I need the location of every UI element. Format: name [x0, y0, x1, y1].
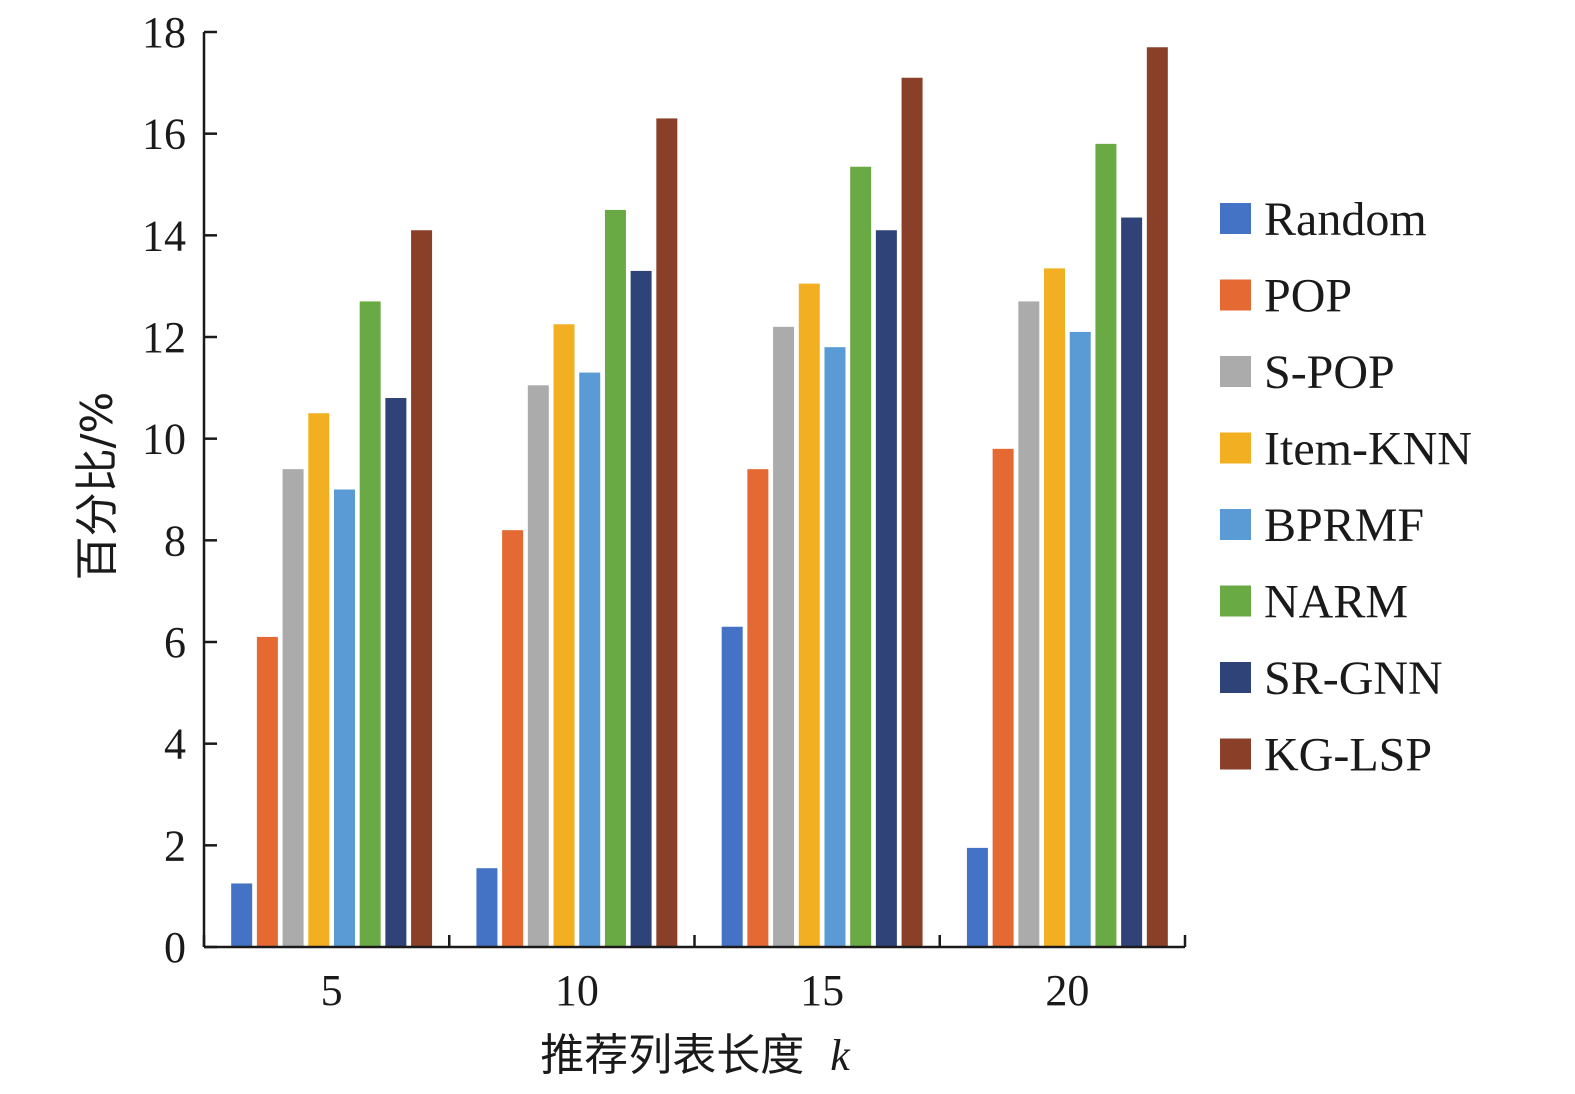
legend-swatch-sr-gnn [1220, 662, 1251, 693]
legend: Random POP S-POP Item-KNN BPRMF NARM SR-GNN KG-… [1220, 193, 1472, 782]
y-tick-label: 12 [142, 313, 186, 362]
bar-bprmf-10 [579, 372, 601, 947]
legend-swatch-kg-lsp [1220, 738, 1251, 770]
bar-pop-20 [992, 448, 1014, 947]
bar-s-pop-5 [282, 469, 304, 947]
legend-label-item-knn: Item-KNN [1264, 423, 1472, 476]
bar-pop-5 [256, 636, 278, 947]
bar-narm-15 [850, 166, 872, 948]
x-axis-title-variable: k [830, 1031, 851, 1080]
bar-bprmf-15 [824, 347, 846, 948]
x-axis-title-text: 推荐列表长度 [540, 1030, 804, 1081]
legend-swatch-narm [1220, 585, 1251, 617]
bar-narm-5 [359, 301, 381, 948]
bar-random-10 [476, 868, 498, 947]
y-tick-label: 2 [164, 821, 186, 870]
y-tick-label: 10 [142, 415, 186, 464]
legend-swatch-s-pop [1220, 356, 1251, 387]
y-tick-label: 8 [164, 516, 186, 565]
bar-random-15 [721, 626, 743, 947]
bar-kg-lsp-10 [656, 118, 678, 947]
x-axis-title: 推荐列表长度 k [540, 1030, 851, 1081]
legend-label-pop: POP [1264, 270, 1352, 323]
bar-narm-10 [604, 209, 626, 947]
legend-label-narm: NARM [1264, 576, 1408, 629]
legend-label-sr-gnn: SR-GNN [1264, 652, 1443, 705]
legend-swatch-pop [1220, 279, 1251, 311]
bar-sr-gnn-5 [385, 398, 407, 947]
legend-label-s-pop: S-POP [1264, 346, 1395, 399]
bar-s-pop-20 [1018, 301, 1040, 948]
y-tick-label: 18 [142, 8, 186, 57]
bar-item-knn-15 [798, 283, 820, 947]
bar-item-knn-10 [553, 324, 575, 948]
bar-item-knn-20 [1044, 268, 1066, 947]
y-ticks-group: 0 2 4 6 8 10 12 14 16 18 [142, 8, 217, 972]
x-ticks-group: 5 10 15 20 [202, 935, 1187, 1015]
legend-swatch-random [1220, 203, 1251, 234]
y-tick-label: 4 [164, 720, 186, 769]
y-tick-label: 14 [142, 211, 186, 260]
x-tick-label: 15 [800, 966, 844, 1015]
legend-swatch-item-knn [1220, 432, 1251, 464]
bar-sr-gnn-10 [630, 270, 652, 948]
bar-item-knn-5 [308, 413, 330, 947]
bar-kg-lsp-15 [901, 77, 923, 947]
legend-label-kg-lsp: KG-LSP [1264, 729, 1432, 782]
x-tick-label: 5 [321, 966, 343, 1015]
bar-narm-20 [1095, 143, 1117, 948]
y-tick-label: 0 [164, 923, 186, 972]
legend-label-random: Random [1264, 193, 1427, 246]
legend-label-bprmf: BPRMF [1264, 499, 1424, 552]
x-tick-label: 10 [555, 966, 599, 1015]
bar-random-5 [231, 883, 253, 947]
bar-sr-gnn-20 [1121, 217, 1143, 947]
y-tick-label: 16 [142, 110, 186, 159]
bars-group [231, 47, 1168, 948]
bar-pop-10 [502, 530, 524, 947]
bar-bprmf-20 [1069, 331, 1091, 948]
bar-bprmf-5 [333, 489, 355, 947]
x-tick-label: 20 [1045, 966, 1089, 1015]
bar-kg-lsp-20 [1146, 47, 1168, 947]
bar-random-20 [966, 847, 988, 947]
bar-sr-gnn-15 [875, 230, 897, 947]
y-tick-label: 6 [164, 618, 186, 667]
legend-swatch-bprmf [1220, 509, 1251, 540]
bar-s-pop-15 [773, 326, 795, 947]
bar-s-pop-10 [527, 385, 549, 948]
y-axis-title: 百分比/% [72, 392, 123, 581]
bar-kg-lsp-5 [411, 230, 433, 947]
bar-pop-15 [747, 469, 769, 947]
